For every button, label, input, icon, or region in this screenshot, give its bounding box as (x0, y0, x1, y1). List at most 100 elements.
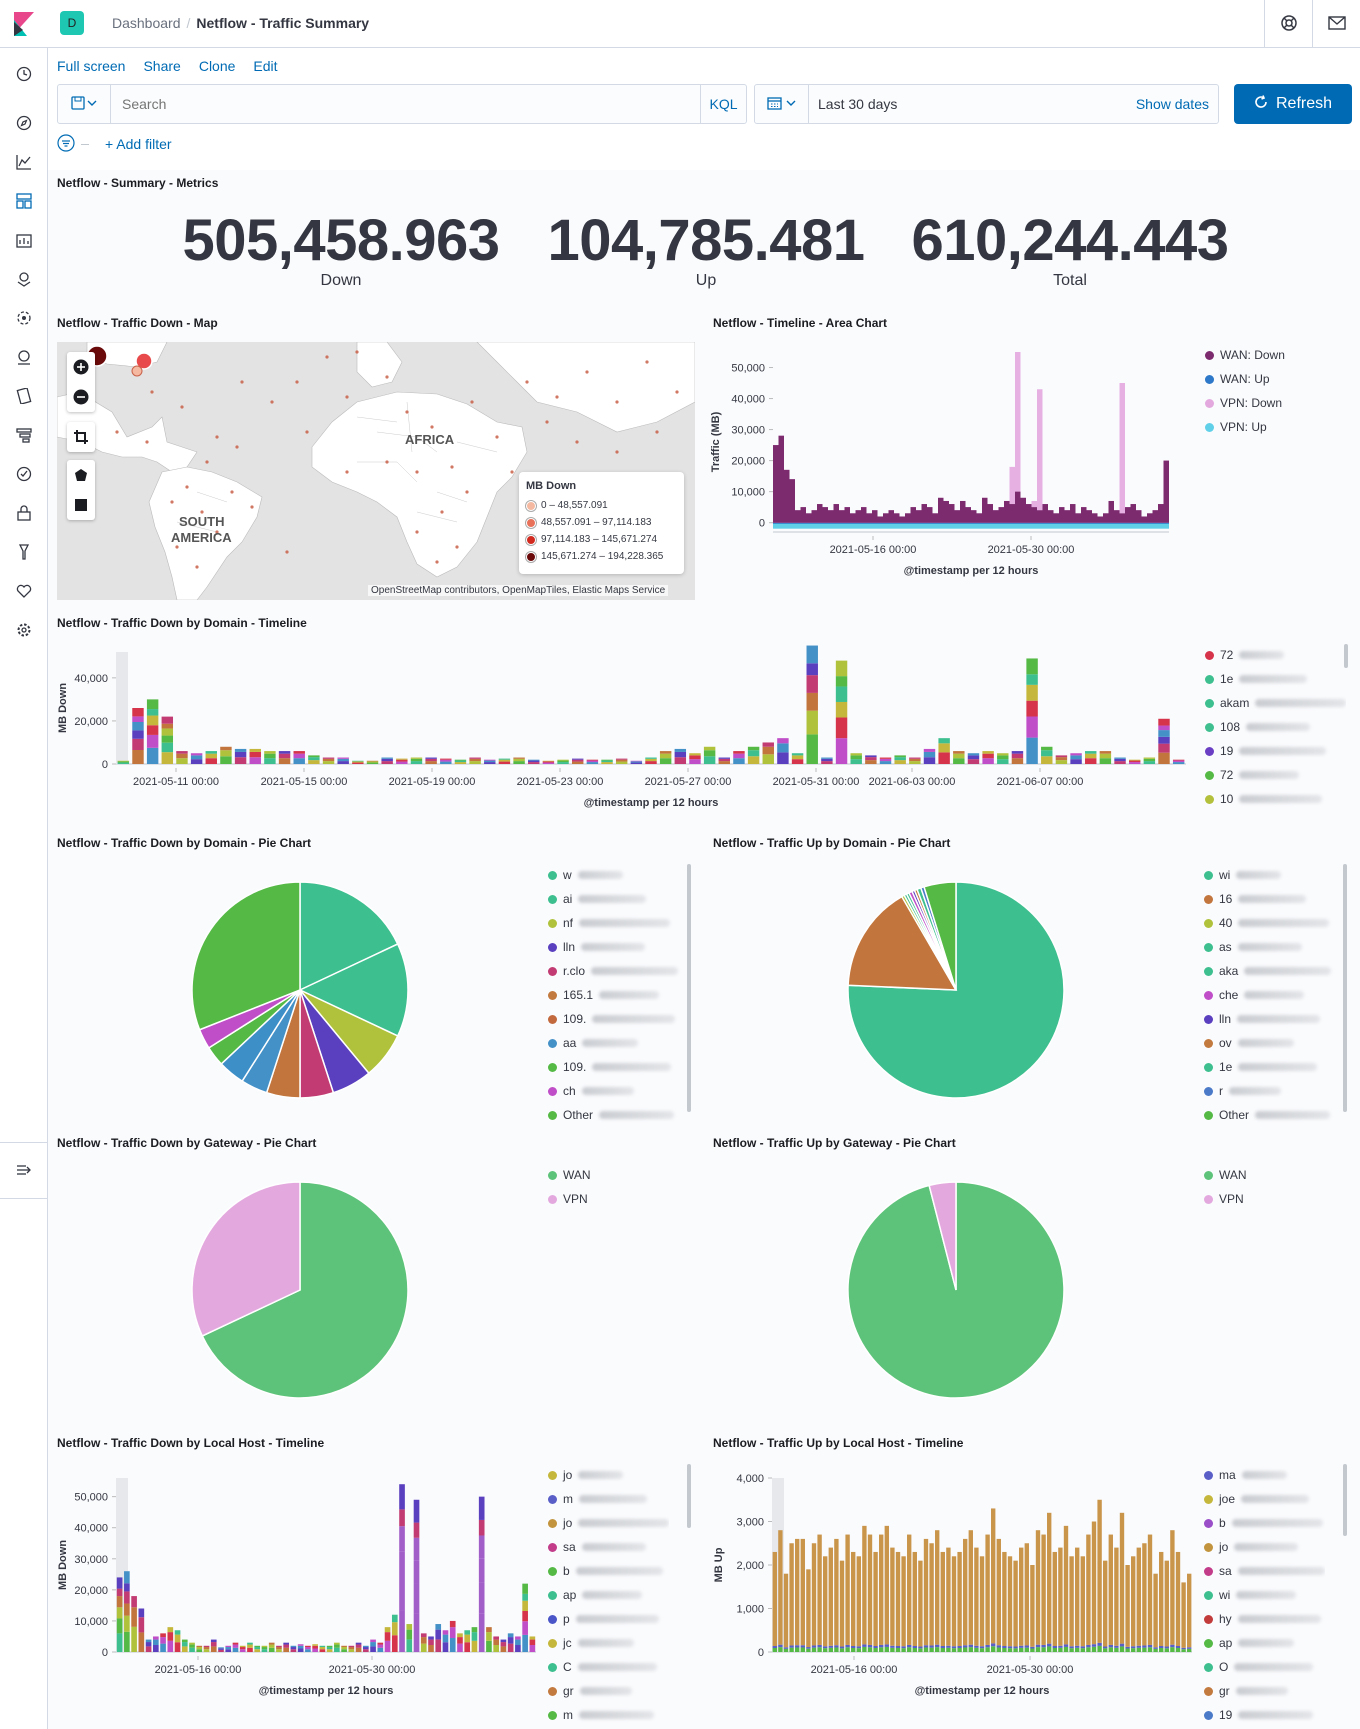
space-avatar[interactable]: D (60, 11, 84, 35)
dashboard-icon[interactable] (14, 191, 34, 211)
legend-item[interactable]: C (548, 1655, 669, 1679)
legend-item[interactable]: gr (1204, 1679, 1325, 1703)
legend-item[interactable]: hy (1204, 1607, 1325, 1631)
legend-item[interactable]: r (1204, 1079, 1331, 1103)
zoom-in-icon[interactable] (67, 352, 95, 382)
legend-item[interactable]: Other (1204, 1103, 1331, 1127)
share-link[interactable]: Share (143, 58, 181, 74)
traffic-map[interactable]: AFRICA SOUTH AMERICA (57, 342, 695, 600)
siem-icon[interactable] (14, 503, 34, 523)
clone-link[interactable]: Clone (198, 58, 236, 74)
legend-item[interactable]: lln (1204, 1007, 1331, 1031)
legend-scrollbar[interactable] (1343, 1464, 1347, 1536)
legend-item[interactable]: 1e (1204, 1055, 1331, 1079)
management-gear-icon[interactable] (14, 620, 34, 640)
legend-item[interactable]: jo (548, 1511, 670, 1535)
quick-select-button[interactable] (755, 85, 809, 123)
crop-icon[interactable] (67, 422, 95, 452)
legend-item[interactable]: p (548, 1607, 669, 1631)
legend-item[interactable]: gr (548, 1679, 669, 1703)
legend-item[interactable]: 72 (1205, 643, 1346, 667)
apm-icon[interactable] (14, 425, 34, 445)
legend-item[interactable]: 19 (1205, 739, 1346, 763)
polygon-icon[interactable] (67, 460, 95, 490)
legend-item[interactable]: sa (548, 1535, 669, 1559)
legend-item[interactable]: sa (1204, 1559, 1325, 1583)
legend-item[interactable]: jc (548, 1631, 669, 1655)
legend-item[interactable]: O (1204, 1655, 1325, 1679)
legend-item[interactable]: 16 (1204, 887, 1331, 911)
legend-item[interactable]: 72 (1205, 763, 1346, 787)
legend-item[interactable]: WAN (1204, 1163, 1247, 1187)
legend-item[interactable]: as (1204, 935, 1331, 959)
search-input[interactable] (112, 85, 682, 123)
legend-item[interactable]: VPN (548, 1187, 591, 1211)
legend-item[interactable]: ch (548, 1079, 678, 1103)
pie-down-gateway[interactable] (190, 1180, 410, 1400)
help-button[interactable] (1264, 0, 1312, 48)
canvas-icon[interactable] (14, 230, 34, 250)
legend-item[interactable]: m (548, 1487, 669, 1511)
legend-item[interactable]: wi (1204, 863, 1331, 887)
legend-item[interactable]: aka (1204, 959, 1332, 983)
legend-item[interactable]: akam (1205, 691, 1347, 715)
edit-link[interactable]: Edit (253, 58, 278, 74)
recent-icon[interactable] (14, 64, 34, 84)
legend-item[interactable]: ai (548, 887, 678, 911)
legend-item[interactable]: ap (548, 1583, 669, 1607)
legend-item[interactable]: VPN: Down (1205, 391, 1285, 415)
saved-query-button[interactable] (58, 85, 111, 123)
legend-item[interactable]: joe (1204, 1487, 1325, 1511)
breadcrumb-dashboard[interactable]: Dashboard (112, 15, 181, 31)
legend-item[interactable]: lln (548, 935, 678, 959)
legend-item[interactable]: 109. (548, 1007, 678, 1031)
add-filter-link[interactable]: + Add filter (105, 136, 172, 152)
discover-icon[interactable] (14, 113, 34, 133)
rectangle-icon[interactable] (67, 490, 95, 520)
kql-toggle-button[interactable]: KQL (700, 85, 746, 123)
legend-item[interactable]: VPN (1204, 1187, 1247, 1211)
legend-scrollbar[interactable] (1344, 644, 1348, 668)
legend-item[interactable]: WAN: Down (1205, 343, 1285, 367)
legend-item[interactable]: r.clo (548, 959, 679, 983)
legend-scrollbar[interactable] (687, 1464, 691, 1528)
legend-item[interactable]: 109. (548, 1055, 678, 1079)
legend-item[interactable]: jo (548, 1463, 669, 1487)
legend-item[interactable]: VPN: Up (1205, 415, 1285, 439)
legend-item[interactable]: 10 (1205, 787, 1346, 811)
dev-tools-icon[interactable] (14, 542, 34, 562)
pie-down-domain[interactable] (190, 880, 410, 1100)
legend-scrollbar[interactable] (1343, 864, 1347, 1112)
logs-icon[interactable] (14, 386, 34, 406)
area-chart[interactable]: 0 10,000 20,000 30,000 40,000 50,000 Traffic (… (705, 340, 1210, 602)
collapse-nav-icon[interactable] (14, 1160, 34, 1180)
domain-timeline-chart[interactable]: 0 20,000 40,000 MB Down @timestamp per 12 ho… (52, 640, 1202, 810)
zoom-out-icon[interactable] (67, 382, 95, 412)
host-down-chart[interactable]: 0 10,000 20,000 30,000 40,000 50,000 MB Down @t… (52, 1460, 546, 1715)
infrastructure-icon[interactable] (14, 347, 34, 367)
legend-item[interactable]: 40 (1204, 911, 1331, 935)
legend-item[interactable]: 1e (1205, 667, 1346, 691)
newsfeed-button[interactable] (1312, 0, 1360, 48)
monitoring-icon[interactable] (14, 581, 34, 601)
legend-item[interactable]: Other (548, 1103, 678, 1127)
uptime-icon[interactable] (14, 464, 34, 484)
legend-item[interactable]: nf (548, 911, 678, 935)
legend-item[interactable]: WAN: Up (1205, 367, 1285, 391)
visualize-icon[interactable] (14, 152, 34, 172)
legend-item[interactable]: w (548, 863, 678, 887)
legend-item[interactable]: WAN (548, 1163, 591, 1187)
legend-item[interactable]: 108 (1205, 715, 1346, 739)
legend-item[interactable]: 19 (1204, 1703, 1325, 1727)
legend-item[interactable]: b (548, 1559, 669, 1583)
full-screen-link[interactable]: Full screen (57, 58, 126, 74)
pie-up-gateway[interactable] (846, 1180, 1066, 1400)
maps-icon[interactable] (14, 269, 34, 289)
legend-item[interactable]: ma (1204, 1463, 1325, 1487)
legend-item[interactable]: che (1204, 983, 1331, 1007)
time-range-text[interactable]: Last 30 days (818, 96, 898, 112)
legend-item[interactable]: ov (1204, 1031, 1331, 1055)
show-dates-link[interactable]: Show dates (1135, 96, 1209, 112)
kibana-logo-icon[interactable] (14, 12, 34, 36)
legend-item[interactable]: aa (548, 1031, 678, 1055)
